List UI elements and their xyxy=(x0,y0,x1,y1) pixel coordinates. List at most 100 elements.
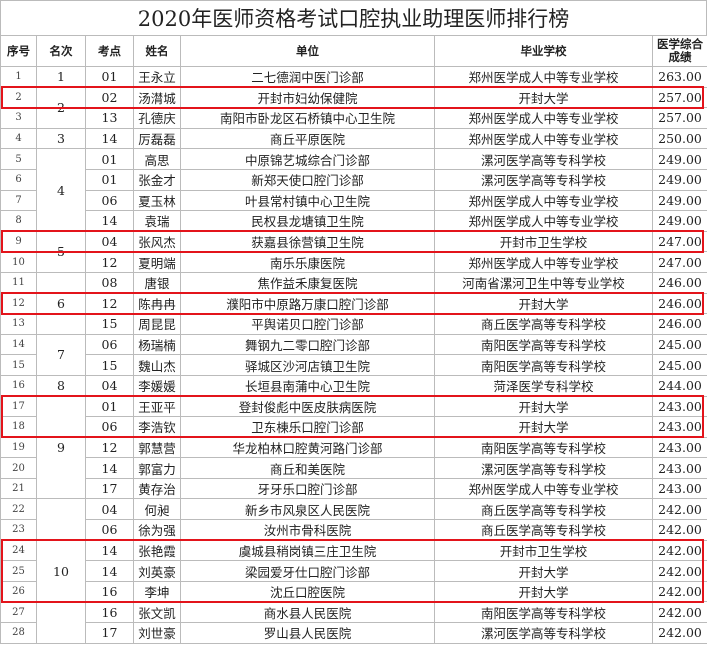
cell-unit: 华龙柏林口腔黄河路门诊部 xyxy=(180,436,435,459)
table-row: 15 15 魏山杰 驿城区沙河店镇卫生院 南阳医学高等专科学校 245.00 xyxy=(0,354,707,376)
cell-name: 李浩钦 xyxy=(133,416,181,438)
cell-name: 周昆昆 xyxy=(133,313,181,335)
cell-seq: 13 xyxy=(0,313,37,335)
cell-unit: 商丘平原医院 xyxy=(180,127,435,150)
cell-site: 12 xyxy=(85,436,134,459)
table-row: 11 6 08 唐银 焦作益禾康复医院 河南省漯河卫生中等专业学校 246.00 xyxy=(0,271,707,335)
cell-score: 242.00 xyxy=(652,580,707,603)
cell-site: 17 xyxy=(85,477,134,500)
cell-seq: 1 xyxy=(0,66,37,88)
cell-name: 张金才 xyxy=(133,168,181,191)
header-score: 医学综合成绩 xyxy=(652,35,707,67)
cell-site: 06 xyxy=(85,416,134,438)
cell-seq: 11 xyxy=(0,271,37,294)
cell-site: 08 xyxy=(85,271,134,294)
table-row: 14 7 06 杨瑞楠 舞钢九二零口腔门诊部 南阳医学高等专科学校 245.00 xyxy=(0,333,707,376)
header-unit: 单位 xyxy=(180,35,435,67)
table-row: 3 13 孔德庆 南阳市卧龙区石桥镇中心卫生院 郑州医学成人中等专业学校 257.00 xyxy=(0,107,707,129)
cell-unit: 罗山县人民医院 xyxy=(180,622,435,644)
cell-seq: 25 xyxy=(0,560,37,582)
cell-rank: 2 xyxy=(36,86,86,129)
table-row: 12 12 陈冉冉 濮阳市中原路万康口腔门诊部 开封大学 246.00 xyxy=(0,292,707,315)
cell-site: 01 xyxy=(85,168,134,191)
cell-name: 郭慧营 xyxy=(133,436,181,459)
table-row: 10 12 夏明端 南乐乐康医院 郑州医学成人中等专业学校 247.00 xyxy=(0,251,707,273)
table-row: 27 16 张文凯 商水县人民医院 南阳医学高等专科学校 242.00 xyxy=(0,601,707,624)
cell-rank: 8 xyxy=(36,374,86,397)
cell-seq: 6 xyxy=(0,168,37,191)
cell-unit: 中原锦艺城综合门诊部 xyxy=(180,148,435,170)
cell-score: 242.00 xyxy=(652,498,707,521)
cell-unit: 舞钢九二零口腔门诊部 xyxy=(180,333,435,356)
table-row: 16 8 04 李媛媛 长垣县南蒲中心卫生院 菏泽医学专科学校 244.00 xyxy=(0,374,707,397)
cell-name: 李坤 xyxy=(133,580,181,603)
cell-score: 243.00 xyxy=(652,395,707,418)
cell-site: 14 xyxy=(85,560,134,582)
cell-score: 263.00 xyxy=(652,66,707,88)
cell-score: 245.00 xyxy=(652,354,707,376)
cell-site: 06 xyxy=(85,519,134,541)
cell-school: 漯河医学高等专科学校 xyxy=(434,168,653,191)
cell-name: 王亚平 xyxy=(133,395,181,418)
cell-unit: 开封市妇幼保健院 xyxy=(180,86,435,109)
table-row: 13 15 周昆昆 平舆诺贝口腔门诊部 商丘医学高等专科学校 246.00 xyxy=(0,313,707,335)
cell-score: 249.00 xyxy=(652,168,707,191)
cell-name: 陈冉冉 xyxy=(133,292,181,315)
cell-school: 南阳医学高等专科学校 xyxy=(434,333,653,356)
cell-score: 249.00 xyxy=(652,210,707,232)
cell-seq: 14 xyxy=(0,333,37,356)
cell-school: 开封市卫生学校 xyxy=(434,539,653,562)
table-row: 2 2 02 汤潸城 开封市妇幼保健院 开封大学 257.00 xyxy=(0,86,707,129)
table-row: 9 5 04 张风杰 获嘉县徐营镇卫生院 开封市卫生学校 247.00 xyxy=(0,230,707,273)
cell-score: 244.00 xyxy=(652,374,707,397)
cell-site: 14 xyxy=(85,539,134,562)
cell-seq: 26 xyxy=(0,580,37,603)
cell-unit: 濮阳市中原路万康口腔门诊部 xyxy=(180,292,435,315)
cell-name: 徐为强 xyxy=(133,519,181,541)
cell-unit: 虞城县稍岗镇三庄卫生院 xyxy=(180,539,435,562)
table-row: 20 14 郭富力 商丘和美医院 漯河医学高等专科学校 243.00 xyxy=(0,457,707,479)
cell-score: 243.00 xyxy=(652,416,707,438)
cell-unit: 叶县常村镇中心卫生院 xyxy=(180,189,435,212)
cell-name: 张风杰 xyxy=(133,230,181,253)
cell-score: 242.00 xyxy=(652,601,707,624)
header-school: 毕业学校 xyxy=(434,35,653,67)
cell-name: 夏明端 xyxy=(133,251,181,273)
table-row: 28 17 刘世豪 罗山县人民医院 漯河医学高等专科学校 242.00 xyxy=(0,622,707,644)
table-row: 6 01 张金才 新郑天使口腔门诊部 漯河医学高等专科学校 249.00 xyxy=(0,168,707,191)
cell-seq: 8 xyxy=(0,210,37,232)
table-row: 4 3 14 厉磊磊 商丘平原医院 郑州医学成人中等专业学校 250.00 xyxy=(0,127,707,150)
cell-unit: 民权县龙塘镇卫生院 xyxy=(180,210,435,232)
cell-score: 242.00 xyxy=(652,519,707,541)
cell-seq: 12 xyxy=(0,292,37,315)
cell-school: 郑州医学成人中等专业学校 xyxy=(434,66,653,88)
cell-site: 14 xyxy=(85,210,134,232)
cell-site: 04 xyxy=(85,498,134,521)
cell-unit: 牙牙乐口腔门诊部 xyxy=(180,477,435,500)
cell-site: 04 xyxy=(85,230,134,253)
table-row: 24 14 张艳霞 虞城县稍岗镇三庄卫生院 开封市卫生学校 242.00 xyxy=(0,539,707,562)
header-name: 姓名 xyxy=(133,35,181,67)
cell-name: 夏玉林 xyxy=(133,189,181,212)
cell-rank: 3 xyxy=(36,127,86,150)
table-row: 19 12 郭慧营 华龙柏林口腔黄河路门诊部 南阳医学高等专科学校 243.00 xyxy=(0,436,707,459)
cell-unit: 沈丘口腔医院 xyxy=(180,580,435,603)
cell-school: 开封大学 xyxy=(434,580,653,603)
cell-unit: 长垣县南蒲中心卫生院 xyxy=(180,374,435,397)
table-row: 26 16 李坤 沈丘口腔医院 开封大学 242.00 xyxy=(0,580,707,603)
cell-school: 商丘医学高等专科学校 xyxy=(434,498,653,521)
cell-rank: 5 xyxy=(36,230,86,273)
cell-name: 唐银 xyxy=(133,271,181,294)
cell-seq: 18 xyxy=(0,416,37,438)
table-row: 17 9 01 王亚平 登封俊彪中医皮肤病医院 开封大学 243.00 xyxy=(0,395,707,500)
cell-score: 242.00 xyxy=(652,539,707,562)
cell-seq: 7 xyxy=(0,189,37,212)
cell-seq: 2 xyxy=(0,86,37,109)
cell-site: 14 xyxy=(85,127,134,150)
cell-name: 黄存治 xyxy=(133,477,181,500)
cell-unit: 商水县人民医院 xyxy=(180,601,435,624)
cell-site: 16 xyxy=(85,580,134,603)
cell-school: 郑州医学成人中等专业学校 xyxy=(434,210,653,232)
cell-school: 开封大学 xyxy=(434,86,653,109)
